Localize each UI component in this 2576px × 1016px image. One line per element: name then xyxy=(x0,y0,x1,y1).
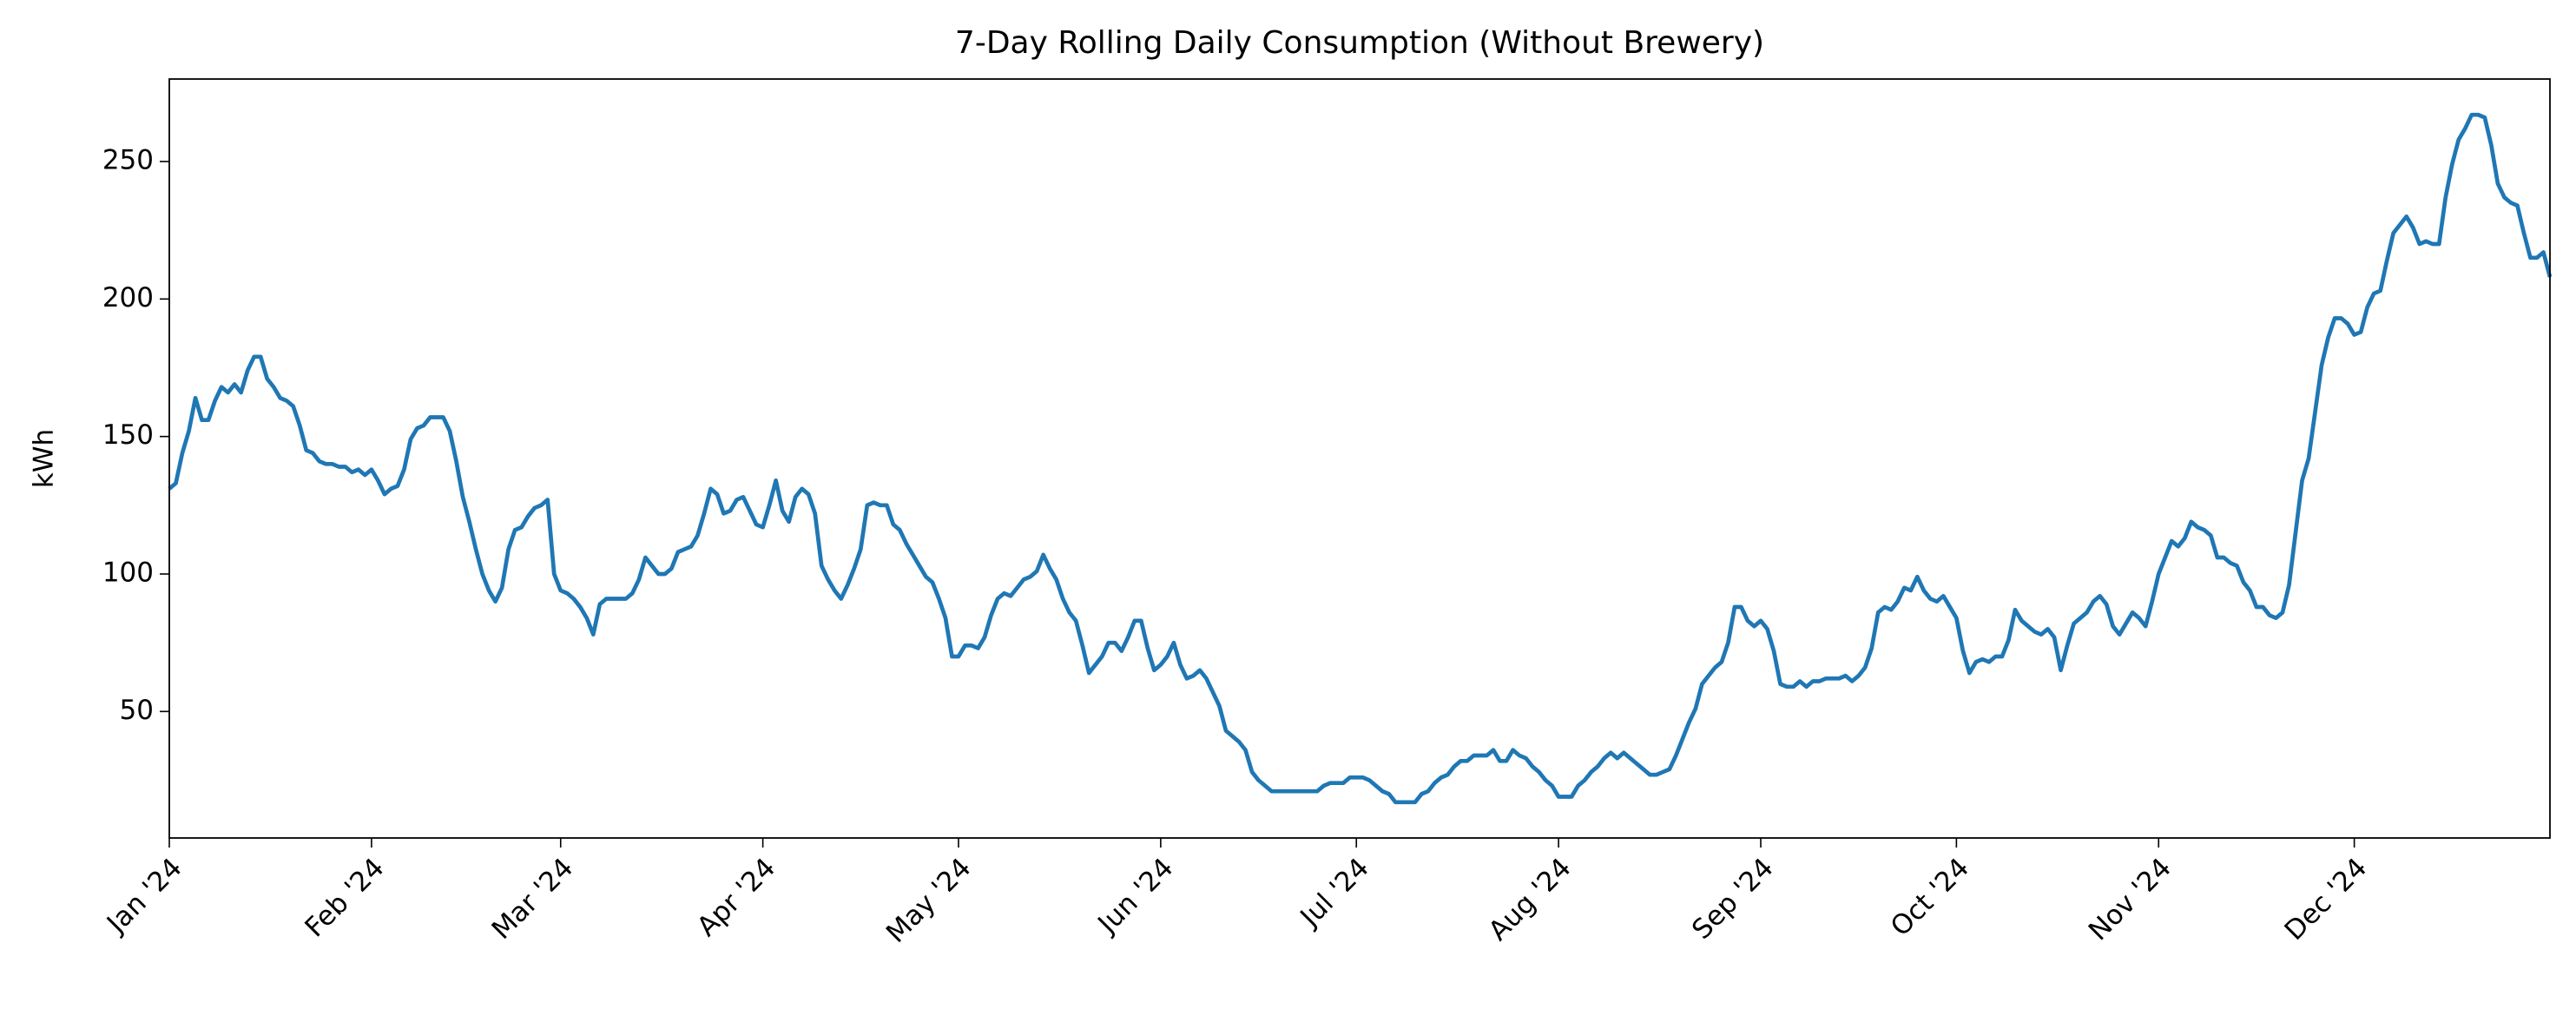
chart-title: 7-Day Rolling Daily Consumption (Without… xyxy=(955,25,1764,61)
y-tick-label: 150 xyxy=(102,419,154,451)
plot-frame xyxy=(168,78,2551,839)
y-axis-label: kWh xyxy=(29,429,60,488)
x-tick-label: Nov '24 xyxy=(2083,852,2177,947)
x-tick-label: Aug '24 xyxy=(1483,852,1578,947)
x-tick-label: Jan '24 xyxy=(100,852,188,940)
x-tick-label: Apr '24 xyxy=(691,852,781,942)
y-tick-label: 50 xyxy=(120,695,154,726)
x-tick-label: Mar '24 xyxy=(486,852,580,946)
x-tick-label: Dec '24 xyxy=(2279,852,2374,947)
x-tick-label: May '24 xyxy=(880,852,978,949)
x-tick-label: Feb '24 xyxy=(299,852,390,943)
x-tick-label: Sep '24 xyxy=(1686,852,1780,946)
x-tick-label: Jun '24 xyxy=(1091,852,1180,940)
y-tick-label: 250 xyxy=(102,145,154,176)
y-tick-label: 200 xyxy=(102,282,154,313)
y-tick-label: 100 xyxy=(102,557,154,589)
x-tick-label: Oct '24 xyxy=(1885,852,1975,942)
x-tick-label: Jul '24 xyxy=(1294,852,1375,934)
data-line xyxy=(168,112,2553,805)
